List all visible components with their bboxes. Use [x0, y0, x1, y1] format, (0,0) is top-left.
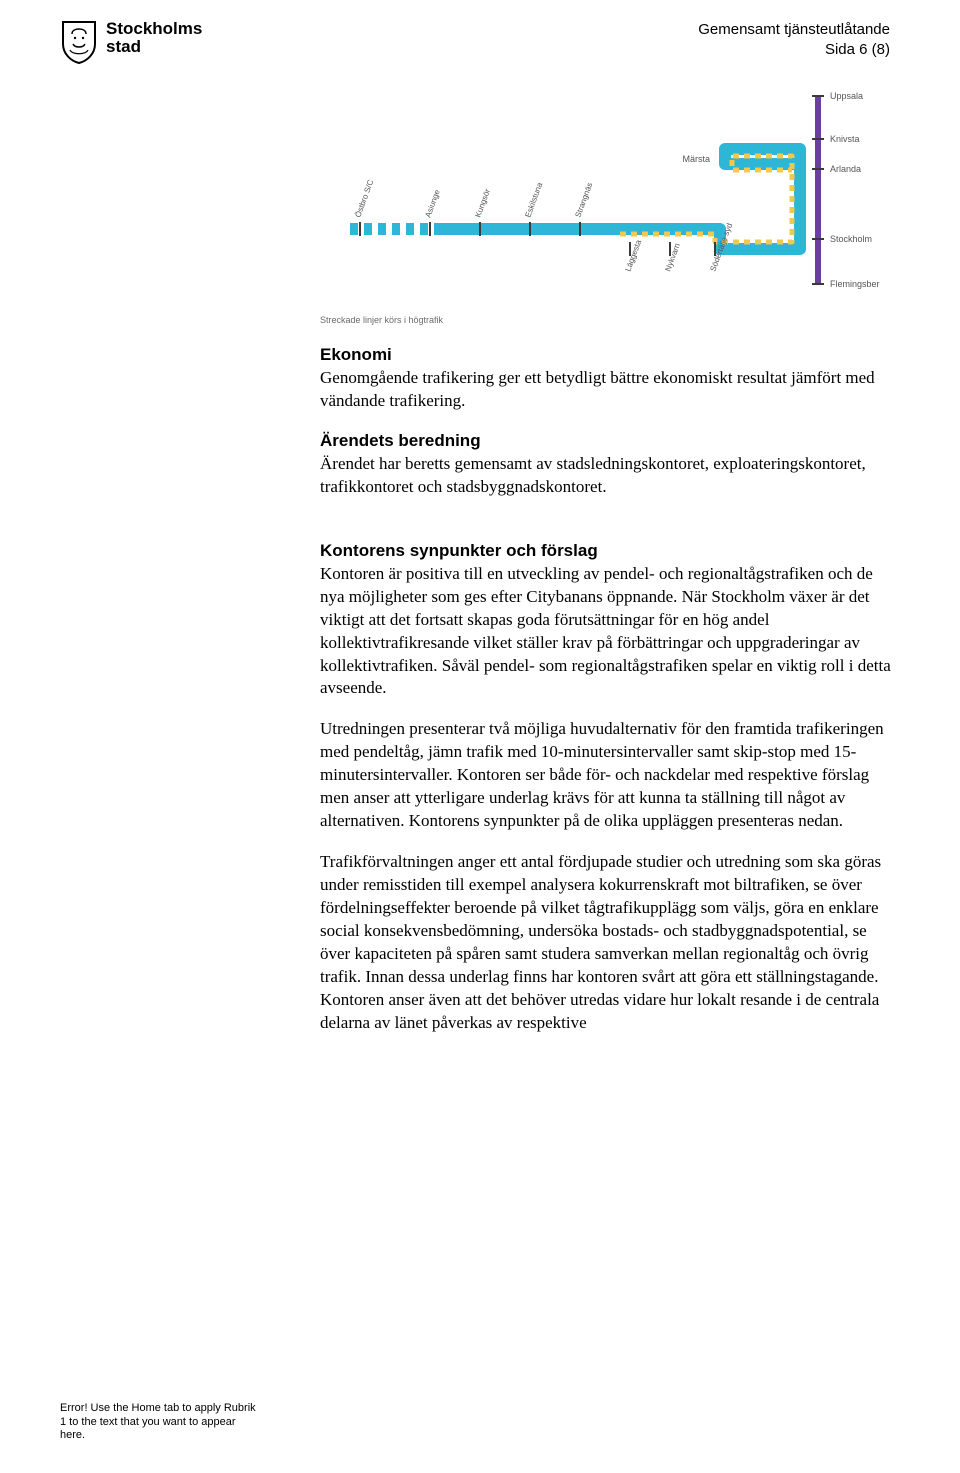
beredning-body: Ärendet har beretts gemensamt av stadsle…	[320, 453, 900, 499]
ekonomi-heading: Ekonomi	[320, 345, 900, 365]
station-h1: Asiunge	[423, 188, 442, 219]
logo-line1: Stockholms	[106, 20, 202, 38]
footer-error-note: Error! Use the Home tab to apply Rubrik …	[60, 1402, 260, 1443]
station-stockholm: Stockholm	[830, 234, 872, 244]
station-h6: Nykvarn	[663, 242, 681, 273]
purple-stations: Uppsala Knivsta Arlanda Stockholm Flemin…	[812, 91, 880, 289]
logo-line2: stad	[106, 38, 202, 56]
stockholm-shield-icon	[60, 20, 98, 64]
page-number: Sida 6 (8)	[698, 40, 890, 60]
station-uppsala: Uppsala	[830, 91, 863, 101]
station-arlanda: Arlanda	[830, 164, 861, 174]
doc-type: Gemensamt tjänsteutlåtande	[698, 20, 890, 40]
ekonomi-body: Genomgående trafikering ger ett betydlig…	[320, 367, 900, 413]
header-right: Gemensamt tjänsteutlåtande Sida 6 (8)	[698, 20, 890, 61]
content: Ekonomi Genomgående trafikering ger ett …	[320, 345, 900, 1035]
logo-block: Stockholms stad	[60, 20, 202, 64]
rail-diagram: Uppsala Knivsta Arlanda Stockholm Flemin…	[320, 84, 880, 325]
logo-text: Stockholms stad	[106, 20, 202, 56]
page: Stockholms stad Gemensamt tjänsteutlåtan…	[0, 0, 960, 1473]
station-flemingsberg: Flemingsberg	[830, 279, 880, 289]
station-marsta: Märsta	[682, 154, 710, 164]
header: Stockholms stad Gemensamt tjänsteutlåtan…	[60, 20, 890, 64]
station-knivsta: Knivsta	[830, 134, 860, 144]
station-h5: Läggesta	[623, 238, 643, 273]
station-h3: Eskilstuna	[523, 181, 544, 219]
synpunkter-p3: Trafikförvaltningen anger ett antal förd…	[320, 851, 900, 1035]
synpunkter-heading: Kontorens synpunkter och förslag	[320, 541, 900, 561]
diagram-caption: Streckade linjer körs i högtrafik	[320, 315, 880, 325]
synpunkter-p1: Kontoren är positiva till en utveckling …	[320, 563, 900, 701]
beredning-heading: Ärendets beredning	[320, 431, 900, 451]
synpunkter-p2: Utredningen presenterar två möjliga huvu…	[320, 718, 900, 833]
station-h0: Östbro S/C	[353, 178, 375, 218]
station-h4: Strangnäs	[573, 181, 594, 218]
rail-diagram-svg: Uppsala Knivsta Arlanda Stockholm Flemin…	[320, 84, 880, 304]
station-h2: Kungsör	[473, 187, 492, 218]
